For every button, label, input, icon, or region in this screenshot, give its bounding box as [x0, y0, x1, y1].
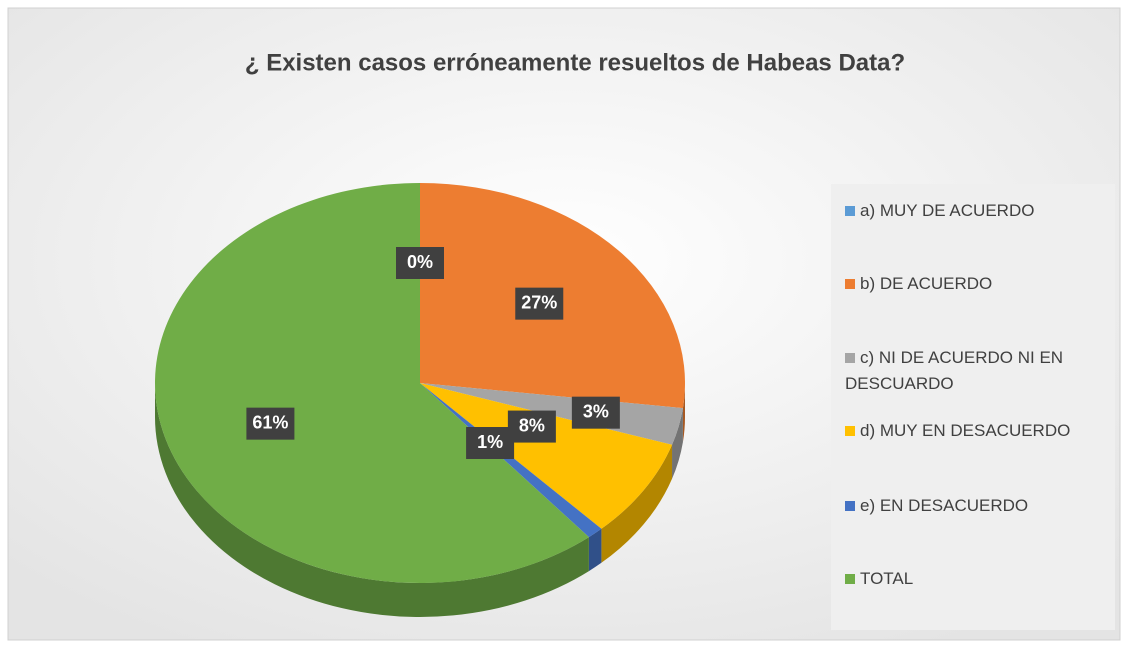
slice-side — [682, 383, 685, 443]
data-label-text: 0% — [407, 252, 433, 272]
legend-label: b) DE ACUERDO — [860, 274, 993, 293]
legend-swatch — [845, 426, 855, 436]
slice — [420, 383, 673, 529]
legend-swatch — [845, 574, 855, 584]
data-label-text: 27% — [521, 292, 557, 312]
legend-label: TOTAL — [860, 569, 914, 588]
legend-item: TOTAL — [845, 566, 1115, 592]
data-label: 3% — [571, 396, 620, 429]
data-label-box — [571, 396, 620, 429]
legend-swatch — [845, 501, 855, 511]
legend-item: b) DE ACUERDO — [845, 271, 1115, 297]
data-label-box — [246, 407, 295, 440]
legend-item: e) EN DESACUERDO — [845, 493, 1115, 519]
data-label-text: 61% — [252, 412, 288, 432]
legend-swatch — [845, 206, 855, 216]
slice — [154, 183, 589, 583]
legend-label: d) MUY EN DESACUERDO — [860, 421, 1071, 440]
data-label-text: 1% — [477, 432, 503, 452]
legend-label: c) NI DE ACUERDO NI EN DESCUARDO — [845, 348, 1064, 393]
pie-top — [154, 183, 685, 583]
data-label-box — [507, 410, 556, 443]
legend: a) MUY DE ACUERDO b) DE ACUERDO c) NI DE A… — [831, 184, 1115, 630]
legend-item: d) MUY EN DESACUERDO — [845, 418, 1115, 444]
legend-swatch — [845, 279, 855, 289]
slice-side — [154, 383, 589, 617]
legend-label: a) MUY DE ACUERDO — [860, 201, 1035, 220]
data-label-box — [396, 247, 444, 279]
legend-label: e) EN DESACUERDO — [860, 496, 1029, 515]
data-label: 61% — [246, 407, 295, 440]
data-label-box — [515, 287, 564, 320]
slice — [420, 383, 602, 538]
data-label-text: 8% — [519, 415, 545, 435]
data-label-box — [466, 427, 515, 460]
slice-side — [672, 408, 683, 479]
slice-side — [588, 528, 602, 572]
data-label: 1% — [466, 427, 515, 460]
data-label-text: 3% — [583, 401, 609, 421]
data-label: 0% — [396, 247, 444, 279]
legend-item: a) MUY DE ACUERDO — [845, 198, 1115, 224]
slice-side — [601, 444, 673, 563]
legend-swatch — [845, 353, 855, 363]
pie-sides — [154, 383, 685, 617]
data-label: 8% — [507, 410, 556, 443]
data-label: 27% — [515, 287, 564, 320]
chart-title: ¿ Existen casos erróneamente resueltos d… — [245, 49, 905, 76]
legend-item: c) NI DE ACUERDO NI EN DESCUARDO — [845, 345, 1115, 397]
